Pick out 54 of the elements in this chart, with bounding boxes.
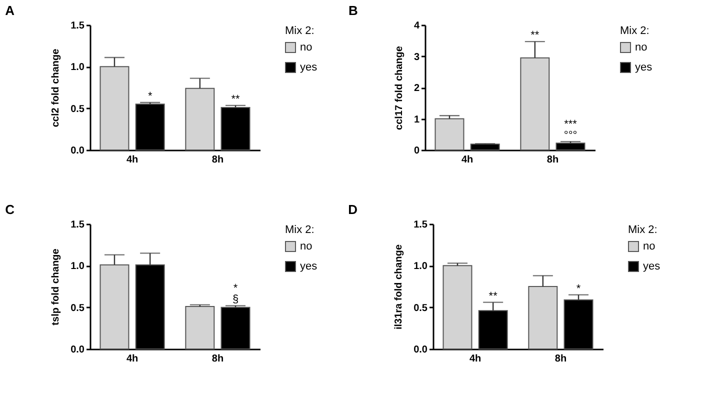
legend-label: no <box>643 240 656 252</box>
x-tick-label: 4h <box>126 354 138 364</box>
y-tick-label: 1.5 <box>414 220 428 230</box>
legend-label: yes <box>643 260 661 272</box>
y-tick-label: 4 <box>414 20 420 32</box>
annotation: * <box>233 282 238 295</box>
legend-title: Mix 2: <box>628 224 658 236</box>
annotation: * <box>576 282 582 295</box>
y-tick-label: 0.5 <box>70 302 85 314</box>
y-tick-label: 1.0 <box>70 261 85 272</box>
x-tick-label: 4h <box>126 154 138 166</box>
y-tick-label: 2 <box>414 83 420 94</box>
y-axis-title: ccl2 fold change <box>50 48 62 128</box>
y-axis-title: il31ra fold change <box>394 244 405 330</box>
annotation: § <box>232 294 239 306</box>
y-tick-label: 3 <box>414 52 420 63</box>
x-tick-label: 4h <box>461 154 474 166</box>
y-tick-label: 0.0 <box>70 146 85 156</box>
legend-label: no <box>635 42 648 54</box>
chart-title: D <box>348 202 358 217</box>
y-tick-label: 1.5 <box>70 20 85 32</box>
y-tick-label: 1 <box>414 114 420 126</box>
legend-label: no <box>300 42 312 54</box>
y-axis-title: ccl17 fold change <box>394 46 405 130</box>
x-tick-label: 8h <box>546 154 559 166</box>
annotation: ** <box>530 30 540 42</box>
annotation: *** <box>564 118 578 131</box>
legend-label: no <box>300 240 312 252</box>
x-tick-label: 8h <box>212 154 224 166</box>
x-tick-label: 8h <box>212 354 224 364</box>
chart-title: C <box>5 202 16 217</box>
legend-label: yes <box>635 62 653 74</box>
legend-title: Mix 2: <box>285 25 314 37</box>
y-tick-label: 0.5 <box>414 302 428 314</box>
legend-label: yes <box>300 62 318 74</box>
y-axis-title: tslp fold change <box>50 248 62 326</box>
annotation: °°° <box>564 130 578 142</box>
y-tick-label: 0.0 <box>70 344 85 356</box>
y-tick-label: 1.5 <box>70 220 85 230</box>
y-tick-label: 0.0 <box>414 344 428 356</box>
annotation: * <box>148 90 153 102</box>
annotation: ** <box>231 93 241 106</box>
y-tick-label: 1.0 <box>414 261 428 272</box>
legend-title: Mix 2: <box>620 25 650 37</box>
y-tick-label: 0.5 <box>70 104 85 115</box>
legend-title: Mix 2: <box>285 224 314 236</box>
chart-title: A <box>5 3 16 18</box>
chart-title: B <box>348 3 358 18</box>
annotation: ** <box>488 290 498 302</box>
x-tick-label: 4h <box>469 354 482 364</box>
y-tick-label: 0 <box>414 146 420 156</box>
x-tick-label: 8h <box>554 354 567 364</box>
legend-label: yes <box>300 260 318 272</box>
y-tick-label: 1.0 <box>70 62 85 74</box>
